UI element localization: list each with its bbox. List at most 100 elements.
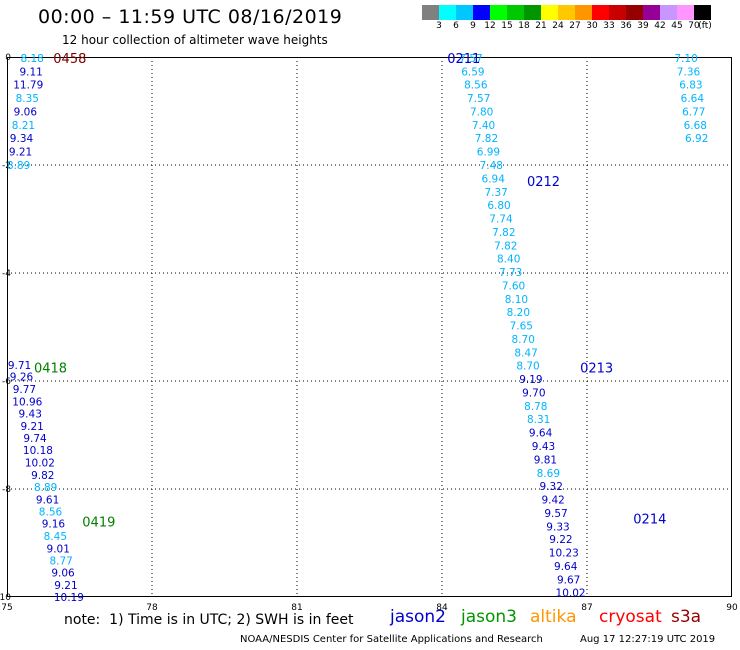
legend-swatch xyxy=(473,5,490,20)
wave-height-value: 9.32 xyxy=(540,481,563,493)
legend-swatch xyxy=(643,5,660,20)
lat-tick-label: -8 xyxy=(2,485,11,495)
wave-height-value: 7.60 xyxy=(502,280,525,292)
satellite-s3a: s3a xyxy=(671,607,702,627)
legend-swatch xyxy=(626,5,643,20)
wave-height-value: 7.82 xyxy=(492,227,515,239)
wave-height-value: 8.40 xyxy=(497,253,520,265)
wave-height-value: 9.67 xyxy=(557,575,580,587)
wave-height-value: 8.56 xyxy=(464,80,488,92)
wave-height-value: 6.64 xyxy=(681,93,705,105)
legend-swatch xyxy=(439,5,456,20)
legend-swatch xyxy=(609,5,626,20)
legend-swatch xyxy=(490,5,507,20)
wave-height-value: 9.21 xyxy=(9,147,32,159)
pass-label: 0212 xyxy=(527,175,560,190)
satellite-altika: altika xyxy=(530,607,577,627)
legend-swatch xyxy=(592,5,609,20)
page-title: 00:00 – 11:59 UTC 08/16/2019 xyxy=(38,6,343,28)
wave-height-value: 8.10 xyxy=(505,294,528,306)
lat-tick-label: -10 xyxy=(0,593,11,603)
wave-height-value: 6.83 xyxy=(679,80,702,92)
pass-label: 0418 xyxy=(34,362,67,377)
footer-credit: NOAA/NESDIS Center for Satellite Applica… xyxy=(240,634,543,645)
lon-tick-label: 75 xyxy=(1,603,12,610)
wave-height-value: 9.33 xyxy=(546,521,569,533)
pass-label: 0419 xyxy=(82,515,115,530)
legend-unit: (ft) xyxy=(698,21,712,31)
pass-label: 0213 xyxy=(580,362,613,377)
legend-swatch xyxy=(507,5,524,20)
wave-height-value: 6.92 xyxy=(685,133,708,145)
wave-height-value: 7.73 xyxy=(499,267,522,279)
lat-tick-label: -6 xyxy=(2,377,11,387)
wave-height-value: 7.48 xyxy=(480,160,503,172)
wave-height-value: 8.56 xyxy=(39,507,63,519)
wave-height-value: 8.21 xyxy=(12,120,35,132)
wave-height-value: 9.70 xyxy=(522,387,545,399)
wave-height-value: 10.18 xyxy=(23,445,53,457)
lon-tick-label: 81 xyxy=(291,603,302,610)
wave-height-value: 8.70 xyxy=(516,360,539,372)
wave-height-value: 10.02 xyxy=(25,458,55,470)
legend-labels: 3 6 9 12 15 18 21 24 27 30 33 36 39 42 45 70 (ft) xyxy=(422,20,740,34)
wave-height-value: 7.36 xyxy=(677,67,701,79)
wave-height-value: 7.37 xyxy=(484,187,507,199)
altimeter-map: 7578818487900-2-4-6-8-108.189.1111.798.3… xyxy=(0,52,738,610)
wave-height-value: 8.45 xyxy=(44,531,67,543)
wave-height-value: 8.35 xyxy=(16,93,39,105)
wave-height-value: 8.70 xyxy=(512,334,535,346)
legend-swatch xyxy=(422,5,439,20)
wave-height-value: 11.79 xyxy=(13,80,43,92)
wave-height-value: 9.19 xyxy=(519,374,542,386)
map-frame xyxy=(7,57,732,597)
legend-label: 6 xyxy=(453,21,459,31)
wave-height-value: 7.57 xyxy=(459,53,482,65)
wave-height-value: 8.20 xyxy=(507,307,530,319)
wave-height-value: 8.31 xyxy=(527,414,550,426)
lat-tick-label: -4 xyxy=(2,269,11,279)
footer-timestamp: Aug 17 12:27:19 UTC 2019 xyxy=(580,634,716,645)
wave-height-value: 9.21 xyxy=(54,580,77,592)
wave-height-value: 10.02 xyxy=(556,588,586,600)
wave-height-value: 7.82 xyxy=(494,240,517,252)
legend-label: 33 xyxy=(603,21,615,31)
wave-height-value: 9.64 xyxy=(554,561,578,573)
legend-label: 45 xyxy=(671,21,683,31)
lon-tick-label: 84 xyxy=(436,603,448,610)
wave-height-value: 8.18 xyxy=(20,53,43,65)
lon-tick-label: 87 xyxy=(581,603,592,610)
wave-height-value: 6.99 xyxy=(477,147,500,159)
legend-label: 70 xyxy=(688,21,700,31)
footer-note: note: 1) Time is in UTC; 2) SWH is in fe… xyxy=(64,612,354,628)
lat-tick-label: 0 xyxy=(5,53,11,63)
wave-height-value: 8.47 xyxy=(514,347,537,359)
wave-height-value: 9.43 xyxy=(19,408,42,420)
wave-height-value: 6.94 xyxy=(482,174,506,186)
wave-height-value: 7.74 xyxy=(489,213,513,225)
legend-label: 27 xyxy=(569,21,581,31)
wave-height-value: 9.61 xyxy=(36,494,59,506)
wave-height-value: 9.81 xyxy=(534,454,557,466)
wave-height-value: 7.40 xyxy=(472,120,495,132)
legend-label: 15 xyxy=(501,21,513,31)
wave-height-value: 9.42 xyxy=(541,494,564,506)
wave-height-value: 6.80 xyxy=(487,200,510,212)
legend-label: 30 xyxy=(586,21,598,31)
pass-label: 0214 xyxy=(633,513,666,528)
wave-height-value: 9.16 xyxy=(42,519,66,531)
wave-height-value: 9.22 xyxy=(549,534,572,546)
wave-height-value: 8.77 xyxy=(49,555,72,567)
wave-height-value: 9.82 xyxy=(31,470,54,482)
wave-height-value: 8.89 xyxy=(7,160,30,172)
wave-height-value: 7.10 xyxy=(674,53,697,65)
satellite-jason3: jason3 xyxy=(461,607,517,627)
wave-height-value: 8.69 xyxy=(537,468,560,480)
legend-label: 42 xyxy=(654,21,666,31)
legend-swatch xyxy=(558,5,575,20)
wave-height-value: 9.43 xyxy=(532,441,555,453)
legend-label: 36 xyxy=(620,21,632,31)
wave-height-value: 9.74 xyxy=(23,433,47,445)
wave-height-value: 6.59 xyxy=(461,67,484,79)
page-subtitle: 12 hour collection of altimeter wave hei… xyxy=(62,33,328,47)
